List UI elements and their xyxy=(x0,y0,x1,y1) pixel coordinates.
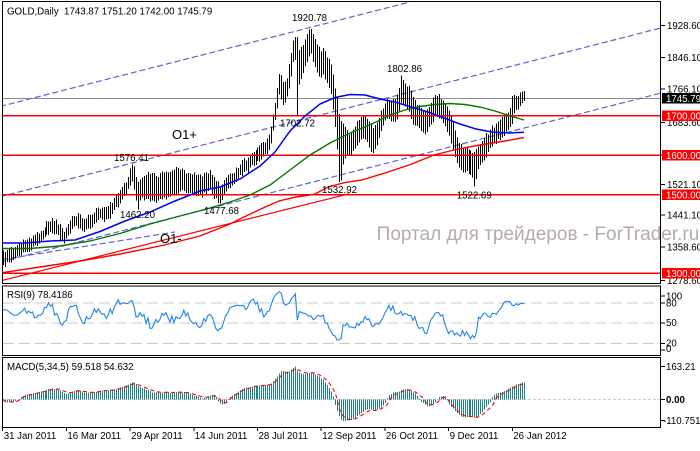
svg-text:1600.00: 1600.00 xyxy=(666,151,700,162)
svg-text:1920.78: 1920.78 xyxy=(292,13,327,24)
svg-text:1522.69: 1522.69 xyxy=(457,191,492,202)
svg-text:1928.60: 1928.60 xyxy=(667,21,700,32)
svg-text:1766.10: 1766.10 xyxy=(667,85,700,96)
svg-text:50: 50 xyxy=(666,318,677,329)
svg-text:100: 100 xyxy=(666,291,683,302)
svg-text:31 Jan 2011: 31 Jan 2011 xyxy=(4,431,57,442)
svg-text:RSI(9) 78.4186: RSI(9) 78.4186 xyxy=(7,290,73,301)
svg-text:9 Dec 2011: 9 Dec 2011 xyxy=(450,431,499,442)
svg-text:14 Jun 2011: 14 Jun 2011 xyxy=(195,431,248,442)
svg-text:1500.00: 1500.00 xyxy=(666,190,700,201)
svg-text:1532.92: 1532.92 xyxy=(322,185,357,196)
svg-text:26 Jan 2012: 26 Jan 2012 xyxy=(513,431,566,442)
svg-text:1702.72: 1702.72 xyxy=(280,119,315,130)
svg-text:12 Sep 2011: 12 Sep 2011 xyxy=(322,431,376,442)
svg-text:O1-: O1- xyxy=(160,231,182,246)
svg-text:1700.00: 1700.00 xyxy=(666,111,700,122)
svg-text:1358.60: 1358.60 xyxy=(667,243,700,254)
svg-text:1300.00: 1300.00 xyxy=(666,269,700,280)
svg-text:O1+: O1+ xyxy=(172,127,197,142)
svg-text:1802.86: 1802.86 xyxy=(387,64,422,75)
svg-text:80: 80 xyxy=(666,298,677,309)
svg-text:163.21: 163.21 xyxy=(666,362,696,373)
svg-text:28 Jul 2011: 28 Jul 2011 xyxy=(259,431,308,442)
svg-text:Портал для трейдеров - ForTrad: Портал для трейдеров - ForTrader.ru xyxy=(377,224,700,245)
svg-text:MACD(5,34,5) 59.518 54.632: MACD(5,34,5) 59.518 54.632 xyxy=(7,362,134,373)
svg-text:1441.10: 1441.10 xyxy=(667,211,700,222)
svg-text:0.00: 0.00 xyxy=(666,395,685,406)
svg-text:1683.60: 1683.60 xyxy=(667,118,700,129)
svg-text:0: 0 xyxy=(666,344,672,355)
svg-text:1576.41: 1576.41 xyxy=(114,153,149,164)
svg-text:1846.10: 1846.10 xyxy=(667,53,700,64)
svg-text:1745.79: 1745.79 xyxy=(666,94,700,105)
svg-text:1278.60: 1278.60 xyxy=(667,276,700,287)
svg-text:GOLD,Daily 1743.87 1751.20 17: GOLD,Daily 1743.87 1751.20 1742.00 1745.… xyxy=(7,7,212,18)
svg-text:20: 20 xyxy=(666,338,677,349)
svg-text:-110.751: -110.751 xyxy=(663,416,700,427)
svg-text:1462.20: 1462.20 xyxy=(120,210,156,221)
svg-text:1521.10: 1521.10 xyxy=(667,180,700,191)
svg-text:26 Oct 2011: 26 Oct 2011 xyxy=(386,431,438,442)
svg-text:16 Mar 2011: 16 Mar 2011 xyxy=(67,431,121,442)
svg-text:1477.68: 1477.68 xyxy=(204,206,239,217)
svg-text:29 Apr 2011: 29 Apr 2011 xyxy=(131,431,183,442)
